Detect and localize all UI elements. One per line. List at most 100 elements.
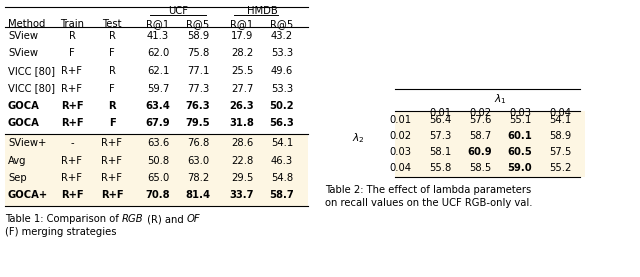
Text: 60.9: 60.9 — [468, 147, 492, 157]
Text: R@1: R@1 — [147, 19, 170, 29]
Text: on recall values on the UCF RGB-only val.: on recall values on the UCF RGB-only val… — [325, 198, 532, 208]
Text: 50.8: 50.8 — [147, 155, 169, 165]
Text: 25.5: 25.5 — [231, 66, 253, 76]
Text: R+F: R+F — [100, 191, 124, 201]
Text: $\lambda_1$: $\lambda_1$ — [493, 92, 506, 106]
Text: 76.3: 76.3 — [186, 101, 211, 111]
Text: 41.3: 41.3 — [147, 31, 169, 41]
Text: VICC [80]: VICC [80] — [8, 83, 55, 94]
Text: 58.7: 58.7 — [269, 191, 294, 201]
Text: Method: Method — [8, 19, 45, 29]
Text: 54.1: 54.1 — [549, 115, 571, 125]
Text: (R) and: (R) and — [143, 214, 186, 224]
Text: 0.03: 0.03 — [509, 108, 531, 118]
Text: R+F: R+F — [61, 119, 83, 129]
Text: F: F — [69, 48, 75, 58]
Text: R+F: R+F — [102, 155, 122, 165]
Text: 58.1: 58.1 — [429, 147, 451, 157]
Text: R: R — [68, 31, 76, 41]
Text: R@5: R@5 — [270, 19, 294, 29]
Text: 0.04: 0.04 — [549, 108, 571, 118]
Text: 81.4: 81.4 — [186, 191, 211, 201]
Text: 56.4: 56.4 — [429, 115, 451, 125]
Text: 70.8: 70.8 — [146, 191, 170, 201]
Text: 62.0: 62.0 — [147, 48, 169, 58]
Text: F: F — [109, 48, 115, 58]
Text: 78.2: 78.2 — [187, 173, 209, 183]
Text: 0.03: 0.03 — [389, 147, 411, 157]
Text: 58.7: 58.7 — [469, 131, 491, 141]
Text: Table 2: The effect of lambda parameters: Table 2: The effect of lambda parameters — [325, 185, 531, 195]
Text: F: F — [109, 83, 115, 94]
Text: 55.1: 55.1 — [509, 115, 531, 125]
Text: R+F: R+F — [102, 173, 122, 183]
Text: 67.9: 67.9 — [146, 119, 170, 129]
Text: SView: SView — [8, 31, 38, 41]
Text: GOCA: GOCA — [8, 101, 40, 111]
Text: 60.1: 60.1 — [508, 131, 532, 141]
Text: 53.3: 53.3 — [271, 83, 293, 94]
Text: GOCA: GOCA — [8, 119, 40, 129]
Bar — [395, 111, 585, 177]
Text: 63.4: 63.4 — [145, 101, 170, 111]
Text: R: R — [108, 101, 116, 111]
Text: Sep: Sep — [8, 173, 27, 183]
Text: 28.6: 28.6 — [231, 138, 253, 148]
Text: R: R — [109, 31, 115, 41]
Text: 76.8: 76.8 — [187, 138, 209, 148]
Text: 43.2: 43.2 — [271, 31, 293, 41]
Text: 46.3: 46.3 — [271, 155, 293, 165]
Text: 0.02: 0.02 — [389, 131, 411, 141]
Text: 58.9: 58.9 — [549, 131, 571, 141]
Text: VICC [80]: VICC [80] — [8, 66, 55, 76]
Text: GOCA+: GOCA+ — [8, 191, 48, 201]
Text: -: - — [70, 138, 74, 148]
Text: F: F — [109, 119, 115, 129]
Text: 26.3: 26.3 — [230, 101, 254, 111]
Text: 57.3: 57.3 — [429, 131, 451, 141]
Text: R+F: R+F — [61, 83, 83, 94]
Text: R+F: R+F — [61, 155, 83, 165]
Text: Avg: Avg — [8, 155, 26, 165]
Text: 0.01: 0.01 — [389, 115, 411, 125]
Text: 54.1: 54.1 — [271, 138, 293, 148]
Text: Table 1: Comparison of: Table 1: Comparison of — [5, 214, 122, 224]
Text: 22.8: 22.8 — [231, 155, 253, 165]
Text: 77.1: 77.1 — [187, 66, 209, 76]
Bar — [5, 134, 308, 206]
Text: 57.5: 57.5 — [549, 147, 571, 157]
Text: 27.7: 27.7 — [231, 83, 253, 94]
Text: 0.04: 0.04 — [389, 163, 411, 173]
Text: 58.5: 58.5 — [469, 163, 491, 173]
Text: 75.8: 75.8 — [187, 48, 209, 58]
Text: 56.3: 56.3 — [269, 119, 294, 129]
Text: 50.2: 50.2 — [269, 101, 294, 111]
Text: 17.9: 17.9 — [231, 31, 253, 41]
Text: R+F: R+F — [61, 101, 83, 111]
Text: (F) merging strategies: (F) merging strategies — [5, 227, 116, 237]
Text: 0.02: 0.02 — [469, 108, 491, 118]
Text: SView: SView — [8, 48, 38, 58]
Text: UCF: UCF — [168, 6, 188, 16]
Text: R: R — [109, 66, 115, 76]
Text: HMDB: HMDB — [246, 6, 277, 16]
Text: 57.6: 57.6 — [469, 115, 491, 125]
Text: Test: Test — [102, 19, 122, 29]
Text: 79.5: 79.5 — [186, 119, 211, 129]
Text: $\lambda_2$: $\lambda_2$ — [351, 131, 364, 145]
Text: 60.5: 60.5 — [508, 147, 532, 157]
Text: 29.5: 29.5 — [231, 173, 253, 183]
Text: OF: OF — [186, 214, 200, 224]
Text: R+F: R+F — [102, 138, 122, 148]
Text: 77.3: 77.3 — [187, 83, 209, 94]
Text: 65.0: 65.0 — [147, 173, 169, 183]
Text: 31.8: 31.8 — [230, 119, 255, 129]
Text: 63.0: 63.0 — [187, 155, 209, 165]
Text: 0.01: 0.01 — [429, 108, 451, 118]
Text: 59.7: 59.7 — [147, 83, 169, 94]
Text: 54.8: 54.8 — [271, 173, 293, 183]
Text: 53.3: 53.3 — [271, 48, 293, 58]
Text: Train: Train — [60, 19, 84, 29]
Text: 62.1: 62.1 — [147, 66, 169, 76]
Text: 55.2: 55.2 — [549, 163, 571, 173]
